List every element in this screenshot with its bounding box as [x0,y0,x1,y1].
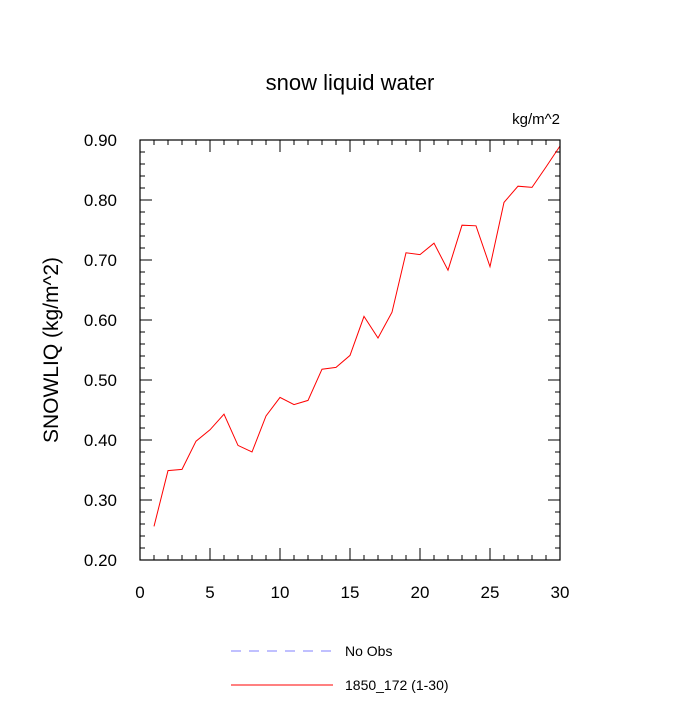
series-lines [153,145,561,527]
y-axis-label: SNOWLIQ (kg/m^2) [40,257,63,443]
x-tick-label: 0 [135,583,144,602]
x-tick-label: 20 [411,583,430,602]
legend-label: No Obs [345,643,392,659]
y-tick-label: 0.20 [84,551,117,570]
plot-frame [139,139,561,561]
series-line [153,145,561,527]
y-tick-label: 0.70 [84,251,117,270]
y-tick-label: 0.30 [84,491,117,510]
x-tick-label: 30 [551,583,570,602]
x-tick-label: 15 [341,583,360,602]
y-tick-label: 0.60 [84,311,117,330]
y-tick-label: 0.40 [84,431,117,450]
y-tick-label: 0.80 [84,191,117,210]
chart-title: snow liquid water [266,70,435,95]
x-tick-label: 5 [205,583,214,602]
axis-ticks: 0 5 10 15 20 25 30 0.20 0.30 0.40 0.50 0.60 0.70 0.80… [84,131,570,602]
y-tick-label: 0.50 [84,371,117,390]
y-tick-label: 0.90 [84,131,117,150]
x-tick-label: 10 [271,583,290,602]
units-label: kg/m^2 [512,111,560,128]
legend-label: 1850_172 (1-30) [345,677,449,693]
x-tick-label: 25 [481,583,500,602]
legend: No Obs 1850_172 (1-30) [231,643,449,693]
